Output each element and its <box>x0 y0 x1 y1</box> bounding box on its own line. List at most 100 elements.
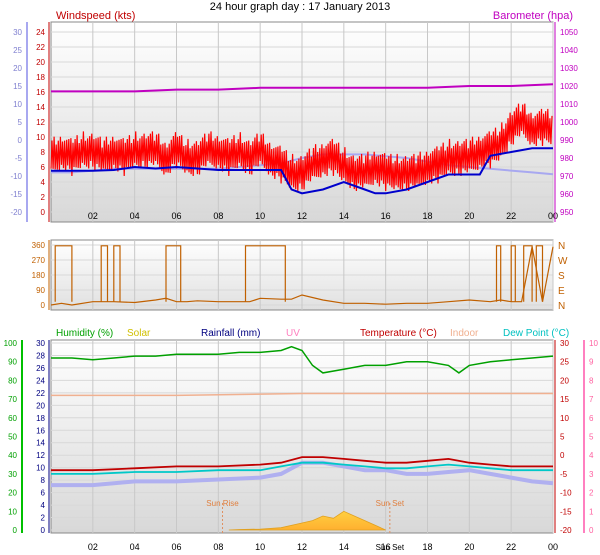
uv-tick-label: 4 <box>589 451 594 460</box>
hour-tick-label: 16 <box>381 211 391 221</box>
compass-tick-label: E <box>558 286 565 297</box>
indoor-line <box>51 392 553 397</box>
baro-tick-label: 980 <box>560 154 574 163</box>
wind-tick-label: 20 <box>36 58 45 67</box>
uv-tick-label: 3 <box>589 470 594 479</box>
wind-direction-north-segment <box>54 245 73 302</box>
sunrise-label: Sun Rise <box>206 499 239 508</box>
humidity-tick-label: 70 <box>8 395 17 404</box>
hour-tick-label: 18 <box>422 542 432 552</box>
wind-tick-label: 4 <box>41 178 46 187</box>
hour-tick-label: 06 <box>171 211 181 221</box>
hour-tick-label: 12 <box>297 211 307 221</box>
dewpoint-line <box>51 461 553 475</box>
hour-tick-label: 12 <box>297 542 307 552</box>
uv-tick-label: 0 <box>589 526 594 535</box>
humidity-tick-label: 10 <box>8 507 17 516</box>
humidity-tick-label: 40 <box>8 451 17 460</box>
panel-wind-series <box>50 83 554 195</box>
rain-tick-label: 20 <box>36 401 45 410</box>
wind-ylabel: Windspeed (kts) <box>56 10 135 22</box>
dir-tick-label: 270 <box>32 256 46 265</box>
hour-tick-label: 22 <box>506 211 516 221</box>
hour-tick-label: 08 <box>213 542 223 552</box>
barometer-line <box>51 83 554 93</box>
rain-tick-label: 4 <box>41 501 46 510</box>
panel-temp-axes: 1009080706050403020100302826242220181614… <box>4 339 599 535</box>
wind-direction-north-segment <box>244 245 286 302</box>
sunset-axis-label: Sun Set <box>376 543 405 552</box>
temp-tick-label: 10 <box>13 100 22 109</box>
compass-tick-label: N <box>558 241 565 252</box>
rain-tick-label: 28 <box>36 351 45 360</box>
hour-tick-label: 02 <box>88 211 98 221</box>
legend-item: Rainfall (mm) <box>201 328 260 339</box>
dir-tick-label: 90 <box>36 286 45 295</box>
humidity-tick-label: 30 <box>8 470 17 479</box>
temp-tick-label: -10 <box>560 489 572 498</box>
uv-tick-label: 6 <box>589 414 594 423</box>
rain-tick-label: 18 <box>36 414 45 423</box>
wind-direction-north-segment <box>495 245 502 302</box>
wind-tick-label: 10 <box>36 133 45 142</box>
baro-tick-label: 1050 <box>560 28 578 37</box>
panel-dir-series <box>50 245 554 306</box>
legend-item: Temperature (°C) <box>360 328 437 339</box>
temp-tick-label: 5 <box>18 118 23 127</box>
baro-tick-label: 1020 <box>560 82 578 91</box>
chart-title: 24 hour graph day : 17 January 2013 <box>210 1 390 13</box>
humidity-tick-label: 90 <box>8 358 17 367</box>
hour-tick-label: 08 <box>213 211 223 221</box>
temp-tick-label: 20 <box>13 64 22 73</box>
windspeed-line <box>50 103 553 192</box>
humidity-tick-label: 20 <box>8 489 17 498</box>
baro-tick-label: 1040 <box>560 46 578 55</box>
hour-tick-label: 00 <box>548 211 558 221</box>
uv-tick-label: 7 <box>589 395 594 404</box>
wind-tick-label: 14 <box>36 103 45 112</box>
wind-direction-north-segment <box>100 245 109 302</box>
uv-tick-label: 10 <box>589 339 598 348</box>
rain-tick-label: 2 <box>41 514 46 523</box>
wind-tick-label: 6 <box>41 163 46 172</box>
legend-item: Humidity (%) <box>56 328 113 339</box>
baro-tick-label: 960 <box>560 190 574 199</box>
rain-tick-label: 16 <box>36 426 45 435</box>
rain-tick-label: 8 <box>41 476 46 485</box>
legend-item: Indoor <box>450 328 479 339</box>
hour-tick-label: 02 <box>88 542 98 552</box>
hour-tick-label: 14 <box>339 542 349 552</box>
temp-tick-label: 30 <box>560 339 569 348</box>
wind-tick-label: 22 <box>36 43 45 52</box>
wind-tick-label: 0 <box>41 208 46 217</box>
hour-tick-label: 20 <box>464 211 474 221</box>
temp-tick-label: 0 <box>18 136 23 145</box>
baro-ylabel: Barometer (hpa) <box>493 10 573 22</box>
hour-tick-label: 00 <box>548 542 558 552</box>
baro-tick-label: 990 <box>560 136 574 145</box>
baro-tick-label: 1010 <box>560 100 578 109</box>
uv-tick-label: 5 <box>589 433 594 442</box>
uv-tick-label: 9 <box>589 358 594 367</box>
temp-tick-label: 15 <box>13 82 22 91</box>
temp-tick-label: 10 <box>560 414 569 423</box>
legend-item: UV <box>286 328 300 339</box>
humidity-tick-label: 50 <box>8 433 17 442</box>
dir-tick-label: 180 <box>32 271 46 280</box>
humidity-tick-label: 100 <box>4 339 18 348</box>
baro-tick-label: 970 <box>560 172 574 181</box>
temp-tick-label: 30 <box>13 28 22 37</box>
wind-direction-north-segment <box>535 245 544 302</box>
temp-tick-label: 5 <box>560 433 565 442</box>
compass-tick-label: S <box>558 271 565 282</box>
compass-tick-label: W <box>558 256 568 267</box>
hour-tick-label: 16 <box>381 542 391 552</box>
temp-tick-label: -15 <box>560 507 572 516</box>
temp-tick-label: -5 <box>15 154 23 163</box>
solar-area <box>228 510 386 531</box>
temperature-line <box>51 456 553 472</box>
rain-tick-label: 24 <box>36 376 45 385</box>
temp-tick-label: 15 <box>560 395 569 404</box>
wind-tick-label: 24 <box>36 28 45 37</box>
